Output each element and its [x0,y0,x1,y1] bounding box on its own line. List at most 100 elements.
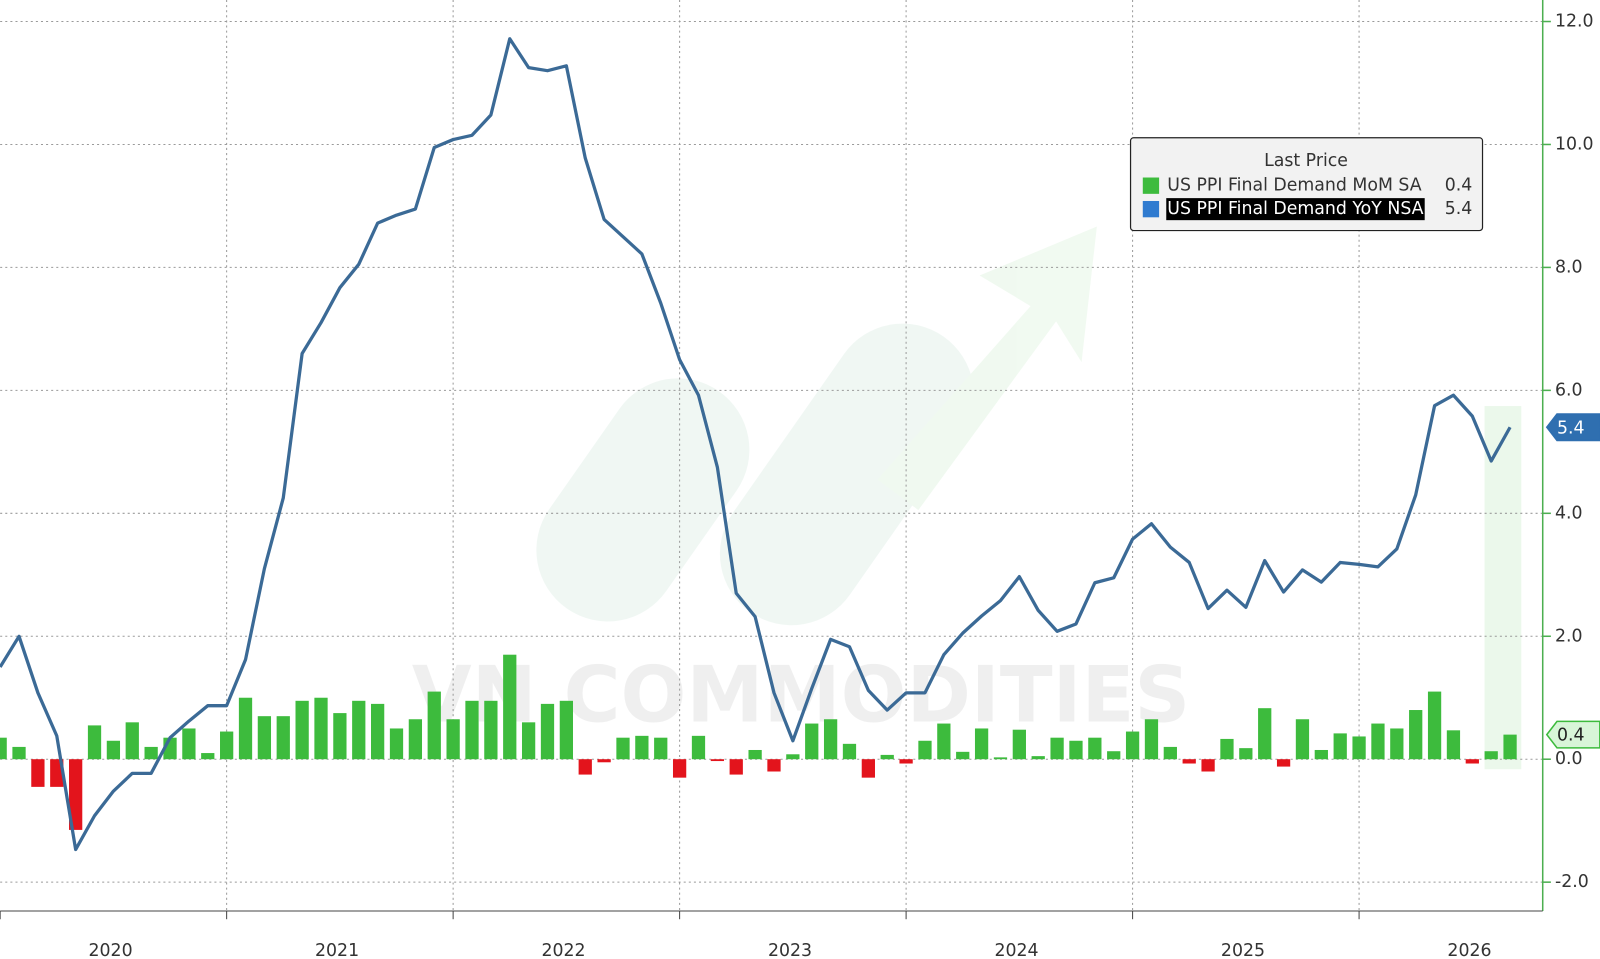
legend-label: US PPI Final Demand MoM SA [1167,176,1421,196]
x-tick-label: 2024 [994,941,1038,959]
bar [503,654,517,760]
bar [1220,738,1234,760]
bar [521,722,536,760]
bar [257,716,272,760]
bar [654,737,668,760]
y-tick-label: -2.0 [1555,872,1589,892]
bar [31,759,45,787]
bar [276,716,290,760]
bar [710,759,724,762]
legend-value: 5.4 [1445,199,1473,219]
bar [1276,759,1291,767]
bar [427,691,441,760]
bar [125,722,139,760]
x-tick-label: 2023 [768,941,812,959]
legend-swatch [1142,177,1160,194]
bar [691,735,706,760]
bar [333,713,347,760]
bar [1239,748,1253,760]
y-tick-label: 8.0 [1555,257,1583,277]
bar [1465,759,1479,764]
y-tick-label: 2.0 [1555,626,1583,646]
bar [993,757,1008,760]
line [0,37,1512,852]
bar [1107,751,1121,760]
bar [1446,730,1461,760]
bar [616,737,630,760]
bar [974,728,989,760]
bar [861,759,875,778]
bar [1314,749,1328,760]
bar [1088,737,1102,760]
legend: Last Price US PPI Final Demand MoM SA 0.4… [1129,137,1484,232]
bar [220,731,234,760]
bar [1182,759,1196,764]
marks-layer [0,37,1517,852]
bar [729,759,743,775]
last-value-label: 0.4 [1557,726,1585,746]
bar [12,746,26,760]
watermark-logo [536,226,1097,626]
bar [352,700,366,760]
bar [1390,728,1404,760]
bar [956,751,970,760]
bar [446,719,460,760]
bar [201,753,215,760]
x-tick-label: 2022 [541,941,585,959]
legend-title: Last Price [1264,151,1348,171]
bar [767,759,781,772]
bar [1069,740,1083,760]
bar [1484,751,1498,760]
last-highlight [1484,406,1522,770]
x-tick-label: 2026 [1447,941,1491,959]
bar [1012,729,1026,760]
bar [0,737,7,760]
bar [899,759,913,764]
bar [635,735,649,760]
bar [1125,731,1140,760]
bar [465,700,479,760]
bar [1258,708,1272,760]
bar [1503,734,1517,760]
bar [1371,723,1385,760]
y-tick-label: 6.0 [1555,380,1583,400]
bar [87,725,102,760]
bar [748,749,762,760]
bar [1427,691,1442,760]
bar [1295,719,1310,760]
y-tick-label: 0.0 [1555,749,1583,769]
x-tick-label: 2021 [315,941,359,959]
bar [540,703,555,760]
bar [144,746,158,760]
legend-label: US PPI Final Demand YoY NSA [1167,199,1423,219]
bar [408,719,423,760]
bar [805,723,819,760]
bar [937,723,951,760]
legend-value: 0.4 [1445,176,1473,196]
bar [918,740,932,760]
bar [1050,737,1064,760]
bar [314,697,328,760]
bar [238,697,253,760]
bar [389,728,404,760]
bar [182,728,196,760]
bar [1201,759,1215,772]
legend-highlight [1166,198,1425,221]
bar [1031,756,1045,760]
bar [295,700,309,760]
bar [1163,746,1177,760]
last-value-label: 5.4 [1557,418,1585,438]
y-tick-label: 4.0 [1555,503,1583,523]
bar [1409,710,1423,760]
grid-layer [0,0,1543,912]
legend-swatch [1142,200,1160,218]
x-tick-label: 2025 [1221,941,1265,959]
bar [69,759,83,830]
bar [880,754,894,760]
bar [484,700,498,760]
bar [823,719,838,760]
bar [106,740,121,760]
bar [578,759,592,775]
